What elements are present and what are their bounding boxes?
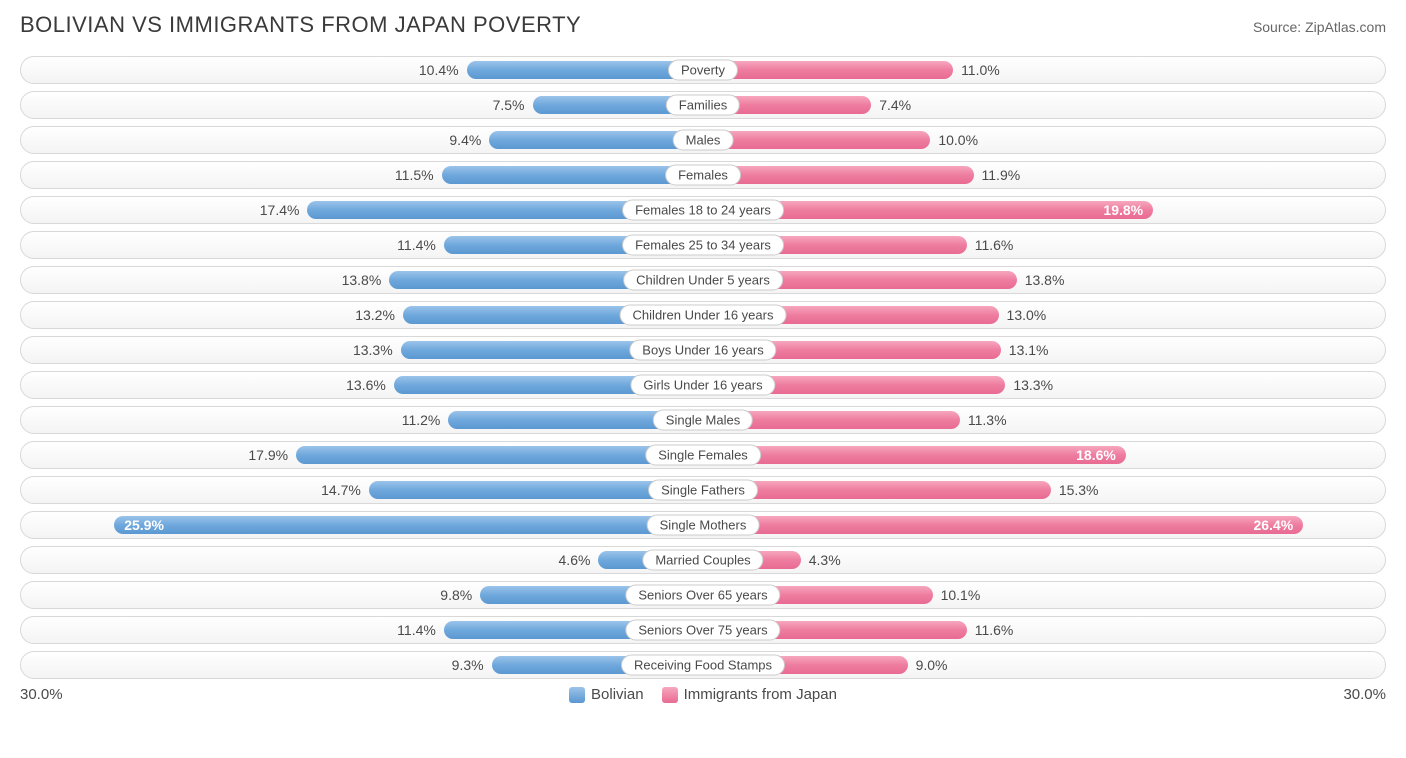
bar-right (703, 166, 974, 184)
value-left: 10.4% (419, 57, 459, 83)
value-right: 4.3% (809, 547, 841, 573)
chart-row: 4.6% 4.3% Married Couples (20, 546, 1386, 574)
value-left: 13.3% (353, 337, 393, 363)
value-right: 7.4% (879, 92, 911, 118)
bar-left (489, 131, 703, 149)
value-left: 14.7% (321, 477, 361, 503)
category-label: Females (665, 165, 741, 186)
category-label: Single Fathers (648, 480, 758, 501)
chart-row: 11.5% 11.9% Females (20, 161, 1386, 189)
chart-header: BOLIVIAN VS IMMIGRANTS FROM JAPAN POVERT… (20, 12, 1386, 38)
value-left: 11.4% (397, 617, 436, 643)
bar-right (703, 131, 930, 149)
value-right: 26.4% (703, 512, 1303, 538)
value-right: 13.0% (1007, 302, 1047, 328)
chart-row: 13.2% 13.0% Children Under 16 years (20, 301, 1386, 329)
value-left: 4.6% (559, 547, 591, 573)
value-left: 17.4% (260, 197, 300, 223)
chart-row: 25.9%26.4%Single Mothers (20, 511, 1386, 539)
legend-label-right: Immigrants from Japan (684, 686, 837, 703)
category-label: Poverty (668, 60, 738, 81)
category-label: Girls Under 16 years (630, 375, 775, 396)
value-right: 13.3% (1013, 372, 1053, 398)
bar-left (296, 446, 703, 464)
value-left: 9.8% (440, 582, 472, 608)
value-right: 11.0% (961, 57, 1000, 83)
value-left: 17.9% (248, 442, 288, 468)
legend-item-left: Bolivian (569, 686, 644, 703)
value-right: 10.1% (941, 582, 981, 608)
category-label: Children Under 16 years (620, 305, 787, 326)
value-right: 11.3% (968, 407, 1007, 433)
legend-swatch-pink (662, 687, 678, 703)
chart-row: 9.4% 10.0% Males (20, 126, 1386, 154)
value-left: 11.5% (395, 162, 434, 188)
chart-footer: 30.0% Bolivian Immigrants from Japan 30.… (20, 686, 1386, 703)
category-label: Females 18 to 24 years (622, 200, 784, 221)
legend-label-left: Bolivian (591, 686, 644, 703)
value-right: 11.6% (975, 617, 1014, 643)
chart-row: 17.4%19.8%Females 18 to 24 years (20, 196, 1386, 224)
chart-row: 17.9% 18.6%Single Females (20, 441, 1386, 469)
value-right: 10.0% (938, 127, 978, 153)
value-left: 9.3% (452, 652, 484, 678)
axis-max-left: 30.0% (20, 686, 63, 703)
category-label: Seniors Over 75 years (625, 620, 780, 641)
chart-row: 9.8% 10.1% Seniors Over 65 years (20, 581, 1386, 609)
value-right: 9.0% (916, 652, 948, 678)
value-right: 11.6% (975, 232, 1014, 258)
value-left: 13.8% (342, 267, 382, 293)
category-label: Families (666, 95, 740, 116)
diverging-bar-chart: 10.4% 11.0% Poverty 7.5% 7.4% Families 9.4% 10.… (20, 56, 1386, 679)
category-label: Males (673, 130, 734, 151)
value-left: 11.2% (402, 407, 441, 433)
bar-right (703, 61, 953, 79)
value-left: 13.6% (346, 372, 386, 398)
value-right: 13.1% (1009, 337, 1049, 363)
category-label: Boys Under 16 years (629, 340, 776, 361)
category-label: Females 25 to 34 years (622, 235, 784, 256)
chart-row: 7.5% 7.4% Families (20, 91, 1386, 119)
value-right: 15.3% (1059, 477, 1099, 503)
bar-left (442, 166, 703, 184)
legend: Bolivian Immigrants from Japan (569, 686, 837, 703)
category-label: Children Under 5 years (623, 270, 783, 291)
axis-max-right: 30.0% (1343, 686, 1386, 703)
category-label: Single Males (653, 410, 753, 431)
category-label: Receiving Food Stamps (621, 655, 785, 676)
chart-source: Source: ZipAtlas.com (1253, 19, 1386, 35)
chart-row: 10.4% 11.0% Poverty (20, 56, 1386, 84)
category-label: Single Mothers (647, 515, 760, 536)
chart-row: 13.8% 13.8% Children Under 5 years (20, 266, 1386, 294)
value-right: 13.8% (1025, 267, 1065, 293)
chart-row: 11.4% 11.6% Females 25 to 34 years (20, 231, 1386, 259)
category-label: Married Couples (642, 550, 763, 571)
value-left: 9.4% (449, 127, 481, 153)
category-label: Single Females (645, 445, 761, 466)
value-left: 7.5% (493, 92, 525, 118)
category-label: Seniors Over 65 years (625, 585, 780, 606)
chart-row: 9.3% 9.0% Receiving Food Stamps (20, 651, 1386, 679)
value-left: 13.2% (355, 302, 395, 328)
legend-swatch-blue (569, 687, 585, 703)
value-left: 25.9% (114, 512, 703, 538)
value-right: 18.6% (703, 442, 1126, 468)
legend-item-right: Immigrants from Japan (662, 686, 837, 703)
chart-row: 11.4% 11.6% Seniors Over 75 years (20, 616, 1386, 644)
chart-row: 14.7% 15.3% Single Fathers (20, 476, 1386, 504)
value-right: 11.9% (982, 162, 1021, 188)
value-left: 11.4% (397, 232, 436, 258)
chart-title: BOLIVIAN VS IMMIGRANTS FROM JAPAN POVERT… (20, 12, 581, 38)
chart-row: 13.3% 13.1% Boys Under 16 years (20, 336, 1386, 364)
chart-row: 11.2% 11.3% Single Males (20, 406, 1386, 434)
chart-row: 13.6% 13.3% Girls Under 16 years (20, 371, 1386, 399)
